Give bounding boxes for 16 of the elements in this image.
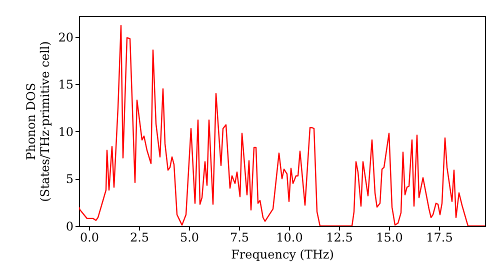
x-tick-label: 10.0	[276, 230, 303, 244]
y-tick-label: 10	[58, 124, 74, 139]
x-tick-label: 15.0	[376, 230, 403, 244]
x-tick-label: 0.0	[80, 230, 100, 244]
x-tick-label: 5.0	[180, 230, 200, 244]
y-tick-label: 5	[66, 172, 74, 186]
x-tick-label: 2.5	[130, 230, 150, 244]
line-series	[79, 24, 485, 226]
x-axis-title: Frequency (THz)	[231, 248, 334, 262]
x-tick-label: 7.5	[230, 230, 250, 244]
y-axis-title: Phonon DOS (States/THz·primitive cell)	[24, 41, 52, 202]
y-tick-label: 0	[66, 220, 74, 234]
y-tick-label: 20	[58, 30, 74, 44]
x-tick-label: 12.5	[326, 230, 353, 244]
y-tick-label: 15	[58, 78, 74, 92]
x-tick-label: 17.5	[426, 230, 453, 244]
